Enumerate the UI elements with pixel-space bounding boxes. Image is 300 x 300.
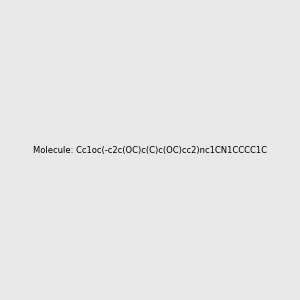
Text: Molecule: Cc1oc(-c2c(OC)c(C)c(OC)cc2)nc1CN1CCCC1C: Molecule: Cc1oc(-c2c(OC)c(C)c(OC)cc2)nc1… <box>33 146 267 154</box>
